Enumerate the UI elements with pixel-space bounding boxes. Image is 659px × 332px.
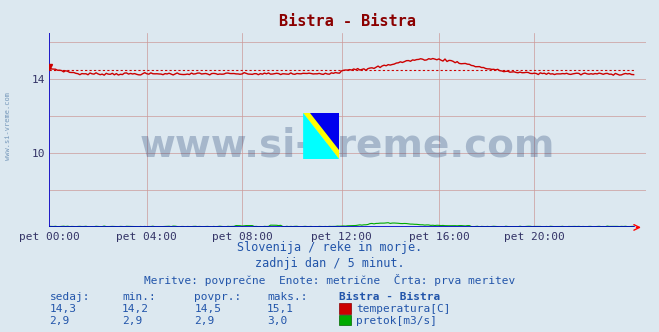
Text: povpr.:: povpr.: [194, 292, 242, 302]
Text: 15,1: 15,1 [267, 304, 294, 314]
Text: Slovenija / reke in morje.: Slovenija / reke in morje. [237, 241, 422, 254]
Text: www.si-vreme.com: www.si-vreme.com [5, 92, 11, 160]
Text: Meritve: povprečne  Enote: metrične  Črta: prva meritev: Meritve: povprečne Enote: metrične Črta:… [144, 274, 515, 286]
Text: temperatura[C]: temperatura[C] [356, 304, 450, 314]
Text: zadnji dan / 5 minut.: zadnji dan / 5 minut. [254, 257, 405, 270]
Text: 14,3: 14,3 [49, 304, 76, 314]
Text: 2,9: 2,9 [194, 316, 215, 326]
Polygon shape [310, 113, 339, 150]
Text: www.si-vreme.com: www.si-vreme.com [140, 127, 556, 165]
Text: pretok[m3/s]: pretok[m3/s] [356, 316, 437, 326]
Text: 14,5: 14,5 [194, 304, 221, 314]
Text: sedaj:: sedaj: [49, 292, 90, 302]
Text: maks.:: maks.: [267, 292, 307, 302]
Text: 3,0: 3,0 [267, 316, 287, 326]
Polygon shape [303, 113, 339, 159]
Text: 2,9: 2,9 [122, 316, 142, 326]
Text: Bistra - Bistra: Bistra - Bistra [339, 292, 441, 302]
Text: 14,2: 14,2 [122, 304, 149, 314]
Polygon shape [303, 113, 339, 159]
Title: Bistra - Bistra: Bistra - Bistra [279, 14, 416, 29]
Text: 2,9: 2,9 [49, 316, 70, 326]
Text: min.:: min.: [122, 292, 156, 302]
